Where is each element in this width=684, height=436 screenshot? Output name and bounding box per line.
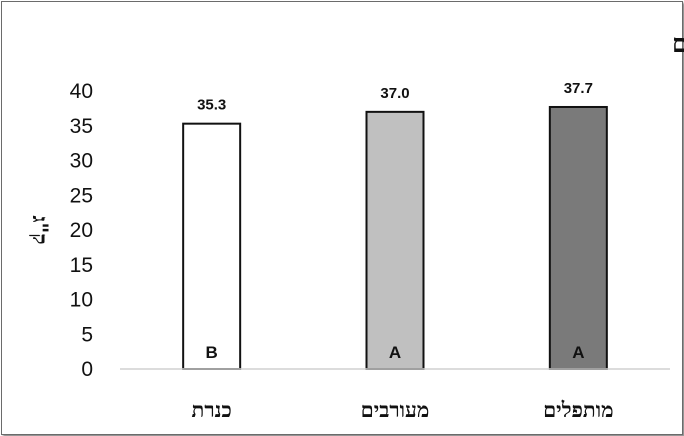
bars: 35.3 B 37.0 A 37.7 A	[182, 80, 608, 371]
significance-letter: A	[572, 343, 584, 362]
y-tick-label: 40	[70, 80, 93, 103]
chart-title: משקל אשכול קטיפים עיקריים	[672, 29, 684, 58]
data-label: 37.0	[380, 85, 409, 102]
y-tick-label: 25	[70, 184, 93, 207]
data-label: 37.7	[564, 80, 593, 97]
y-tick-label: 35	[70, 115, 93, 138]
bar	[365, 110, 425, 370]
y-tick-label: 15	[70, 254, 93, 277]
significance-letter: A	[389, 343, 401, 362]
y-axis: 0 5 10 15 20 25 30 35 40	[70, 80, 93, 381]
bar	[182, 122, 242, 371]
y-tick-label: 30	[70, 150, 93, 173]
y-tick-label: 0	[81, 358, 93, 381]
x-axis: כנרת מעורבים מותפלים	[192, 397, 614, 422]
x-tick-label: מותפלים	[543, 397, 614, 422]
y-tick-label: 10	[70, 289, 93, 312]
y-axis-label: ק"ג	[28, 215, 53, 244]
y-tick-label: 20	[70, 219, 93, 242]
significance-letter: B	[206, 343, 218, 362]
x-tick-label: כנרת	[192, 397, 232, 422]
data-label: 35.3	[197, 97, 226, 114]
bar	[548, 105, 608, 371]
x-tick-label: מעורבים	[361, 397, 430, 422]
y-tick-label: 5	[81, 323, 93, 346]
